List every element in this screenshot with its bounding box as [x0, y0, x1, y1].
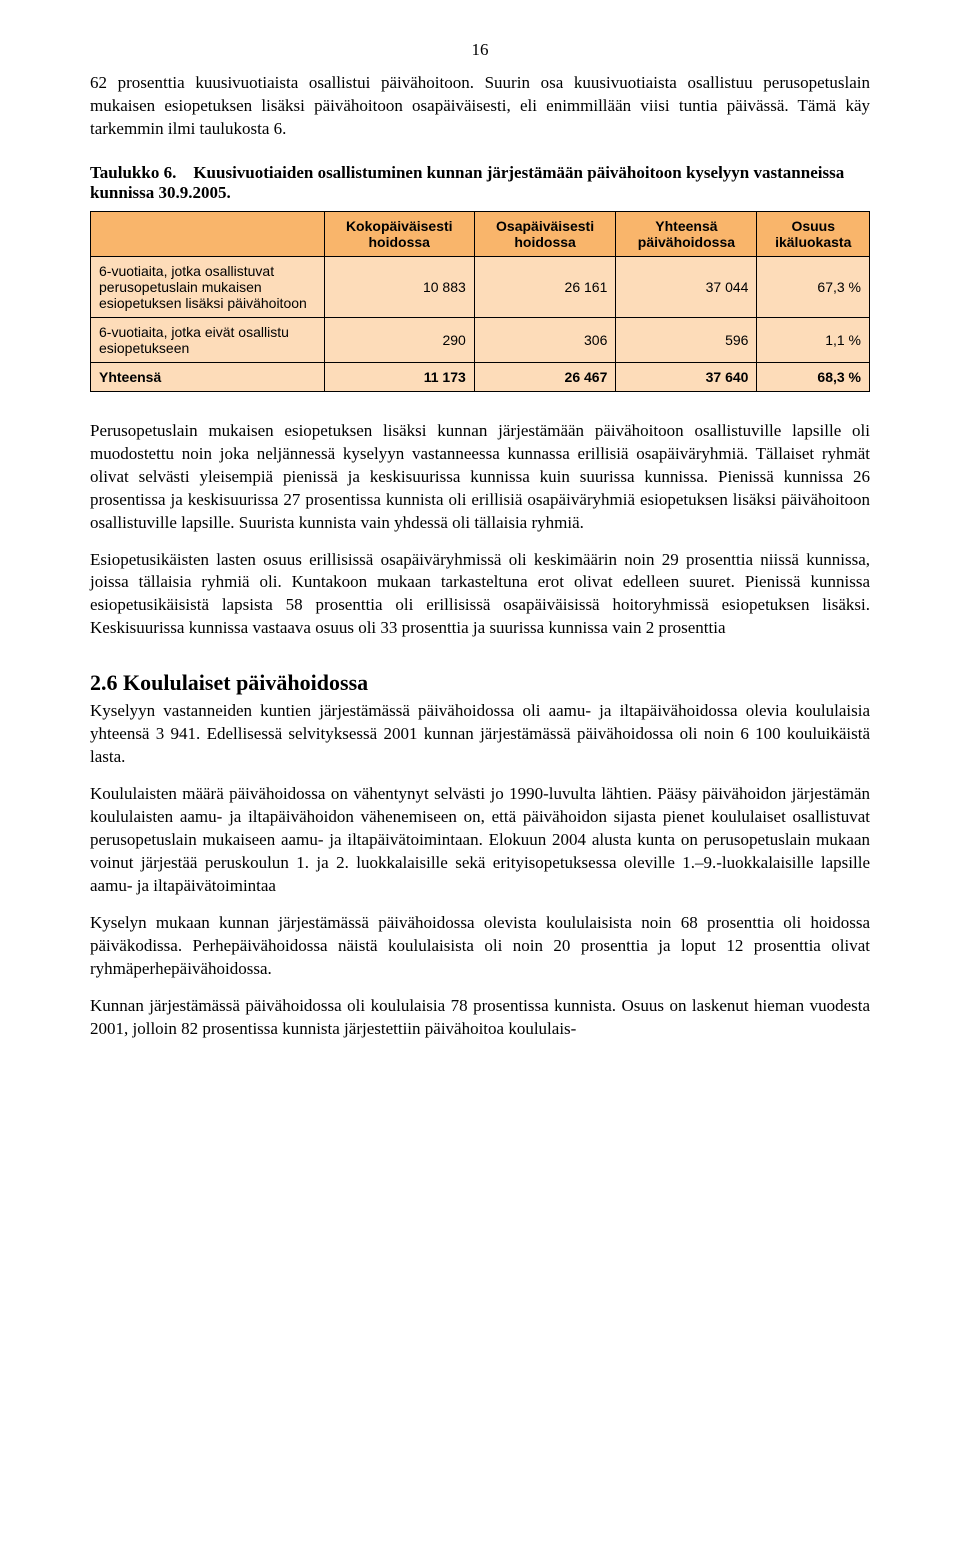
table-header-empty: [91, 211, 325, 256]
data-table: Kokopäiväisesti hoidossa Osapäiväisesti …: [90, 211, 870, 392]
total-cell: 37 640: [616, 362, 757, 391]
cell: 290: [324, 317, 474, 362]
cell: 596: [616, 317, 757, 362]
cell: 26 161: [474, 256, 616, 317]
table-row: 6-vuotiaita, jotka osallistuvat perusope…: [91, 256, 870, 317]
paragraph-4: Kyselyyn vastanneiden kuntien järjestämä…: [90, 700, 870, 769]
table-total-row: Yhteensä 11 173 26 467 37 640 68,3 %: [91, 362, 870, 391]
table-row: 6-vuotiaita, jotka eivät osallistu esiop…: [91, 317, 870, 362]
table-header-4: Osuus ikäluokasta: [757, 211, 870, 256]
cell: 10 883: [324, 256, 474, 317]
table-header-row: Kokopäiväisesti hoidossa Osapäiväisesti …: [91, 211, 870, 256]
row-label: 6-vuotiaita, jotka osallistuvat perusope…: [91, 256, 325, 317]
table-header-2: Osapäiväisesti hoidossa: [474, 211, 616, 256]
total-cell: 68,3 %: [757, 362, 870, 391]
total-cell: 11 173: [324, 362, 474, 391]
row-label: 6-vuotiaita, jotka eivät osallistu esiop…: [91, 317, 325, 362]
cell: 67,3 %: [757, 256, 870, 317]
paragraph-5: Koululaisten määrä päivähoidossa on vähe…: [90, 783, 870, 898]
table-caption-text: Kuusivuotiaiden osallistuminen kunnan jä…: [90, 163, 844, 202]
table-header-1: Kokopäiväisesti hoidossa: [324, 211, 474, 256]
table-caption: Taulukko 6. Kuusivuotiaiden osallistumin…: [90, 163, 870, 203]
cell: 37 044: [616, 256, 757, 317]
page-number: 16: [90, 40, 870, 60]
paragraph-3: Esiopetusikäisten lasten osuus erillisis…: [90, 549, 870, 641]
paragraph-6: Kyselyn mukaan kunnan järjestämässä päiv…: [90, 912, 870, 981]
paragraph-2: Perusopetuslain mukaisen esiopetuksen li…: [90, 420, 870, 535]
paragraph-7: Kunnan järjestämässä päivähoidossa oli k…: [90, 995, 870, 1041]
document-page: 16 62 prosenttia kuusivuotiaista osallis…: [0, 0, 960, 1114]
table-header-3: Yhteensä päivähoidossa: [616, 211, 757, 256]
total-label: Yhteensä: [91, 362, 325, 391]
table-caption-label: Taulukko 6.: [90, 163, 176, 182]
section-heading: 2.6 Koululaiset päivähoidossa: [90, 670, 870, 696]
total-cell: 26 467: [474, 362, 616, 391]
paragraph-intro: 62 prosenttia kuusivuotiaista osallistui…: [90, 72, 870, 141]
cell: 306: [474, 317, 616, 362]
cell: 1,1 %: [757, 317, 870, 362]
